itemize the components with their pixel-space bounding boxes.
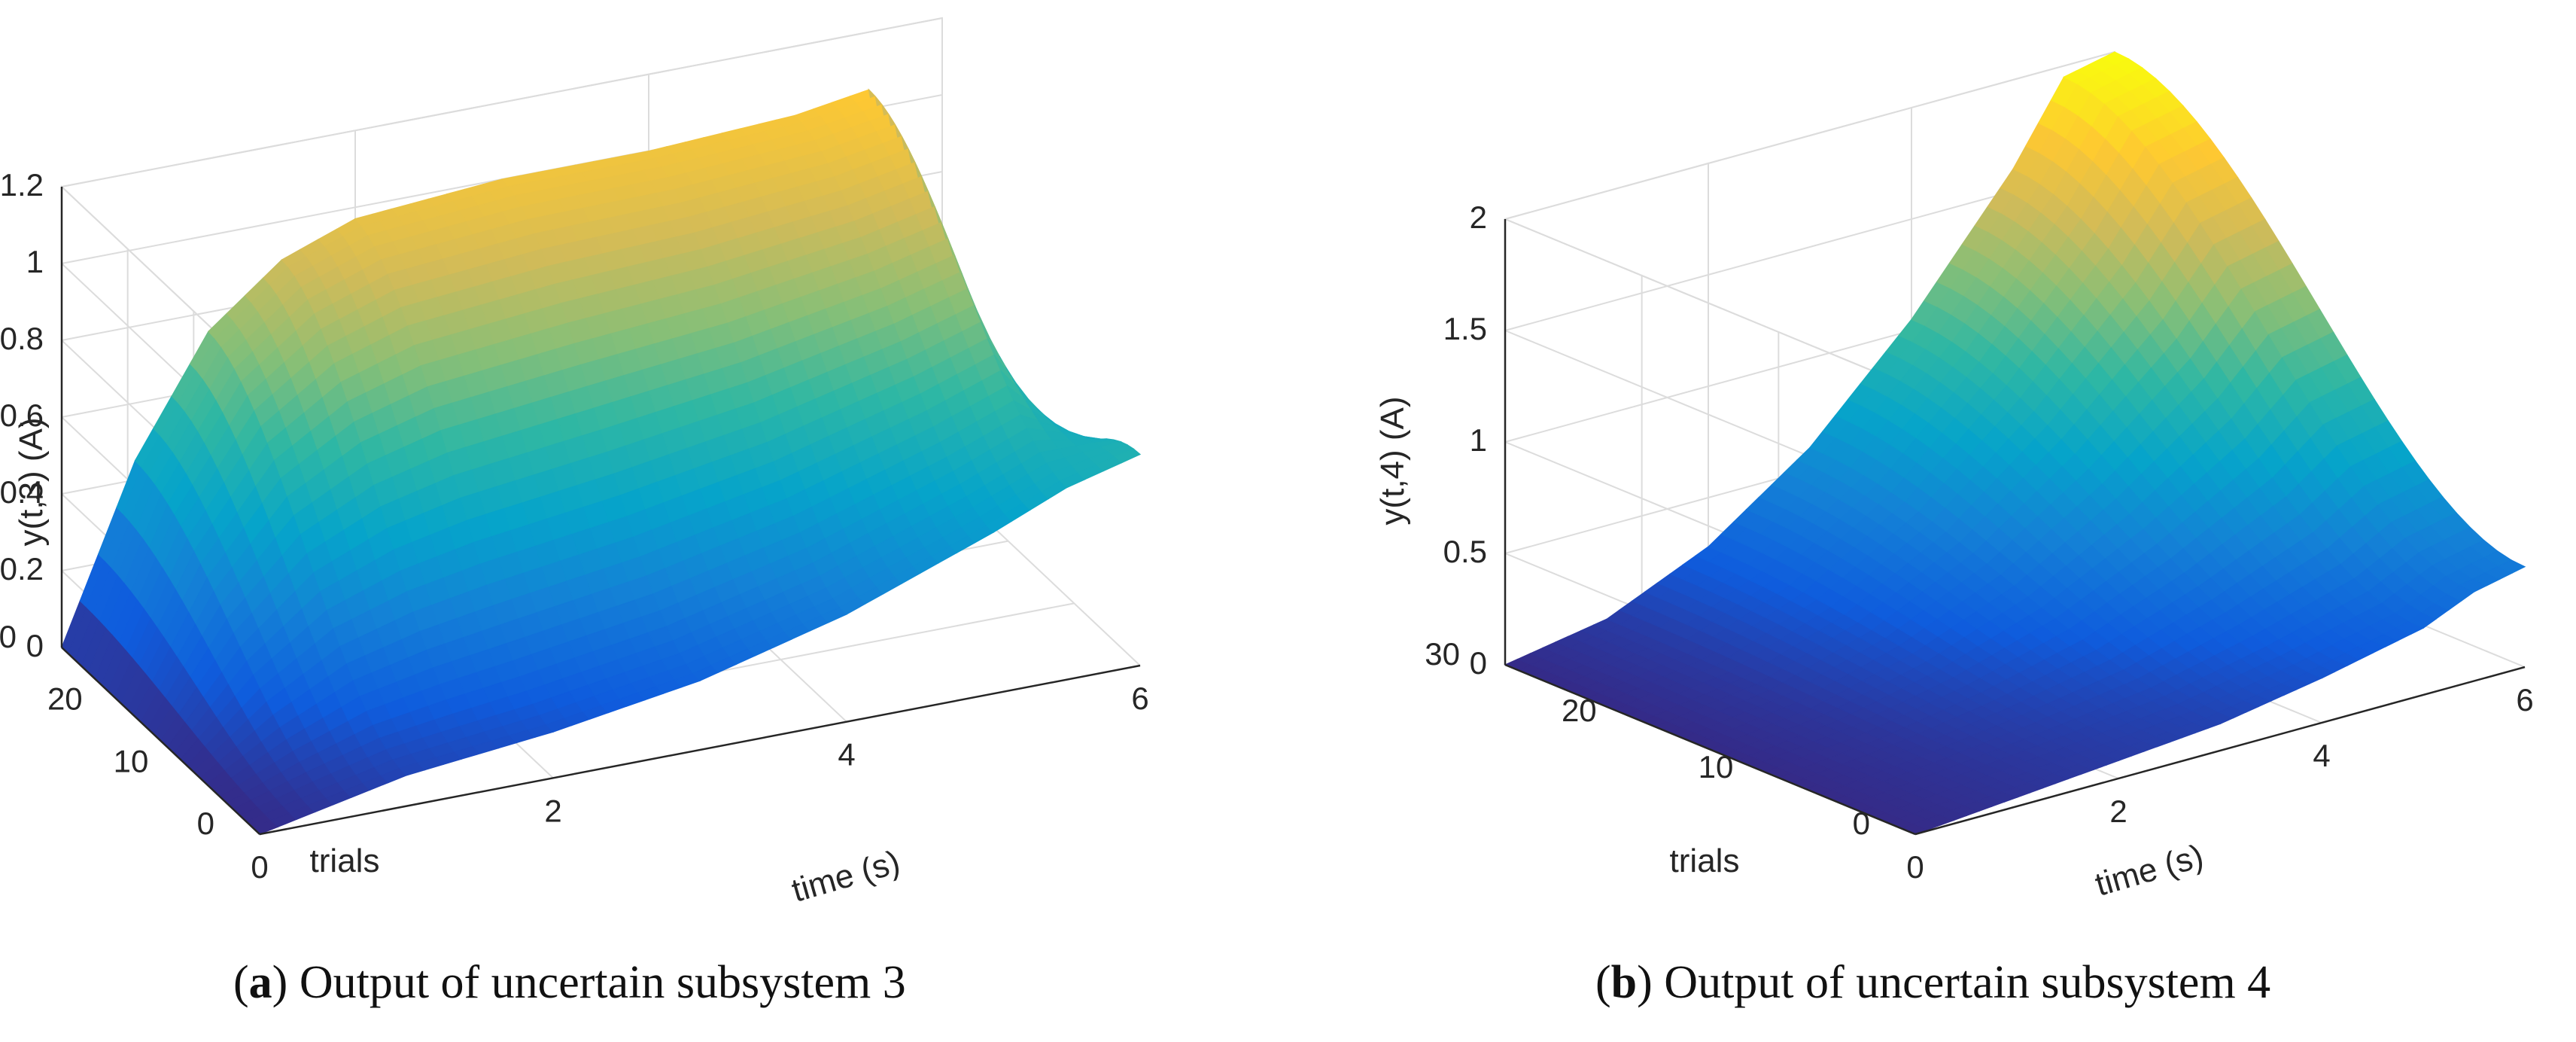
x-tick-label: 6	[2516, 682, 2533, 718]
z-tick-label: 1.2	[0, 167, 44, 203]
z-tick-label: 0.5	[1443, 534, 1487, 569]
y-tick-label: 0	[197, 806, 214, 841]
y-tick-label: 0	[1853, 806, 1870, 841]
panel-a-surface	[61, 88, 1142, 835]
z-gridline	[1504, 51, 2115, 220]
y-tick-label: 30	[0, 619, 17, 654]
x-tick-label: 0	[1906, 849, 1924, 885]
z-tick-label: 1.5	[1443, 311, 1487, 346]
surface-patch	[1114, 448, 1142, 464]
x-tick-label: 0	[251, 849, 268, 885]
z-tick-label: 1	[26, 244, 44, 279]
y-tick-label: 30	[1425, 636, 1460, 672]
y-tick-label: 10	[114, 743, 149, 778]
caption-b-letter: b	[1610, 957, 1638, 1008]
surface-patch	[2497, 559, 2526, 574]
y-axis-label: trials	[1670, 842, 1740, 879]
caption-a-letter: a	[248, 957, 272, 1008]
x-axis-label: time (s)	[788, 843, 904, 909]
panel-a-axes	[60, 187, 1141, 836]
y-tick-label: 20	[47, 681, 83, 717]
z-gridline	[1504, 218, 1916, 389]
x-axis-label: time (s)	[2091, 837, 2207, 903]
x-tick-label: 2	[544, 793, 561, 828]
z-tick-label: 2	[1470, 200, 1487, 235]
y-axis-line	[1504, 663, 1916, 836]
panel-b-tick-labels: 0 2 4 6 0 10 20 30 0 0.5 1 1.5 2	[1425, 200, 2533, 885]
y-tick-label: 20	[1562, 693, 1597, 728]
y-axis-line	[61, 647, 260, 835]
panel-b-surface-chart: 0 2 4 6 0 10 20 30 0 0.5 1 1.5 2 time (s) trials y(t,4)…	[1374, 50, 2534, 903]
panel-b-surface	[1504, 51, 2526, 835]
z-tick-label: 0.4	[0, 474, 44, 510]
z-tick-label: 1	[1470, 422, 1487, 458]
caption-a: (a) Output of uncertain subsystem 3	[233, 957, 906, 1008]
x-tick-label: 2	[2109, 794, 2127, 829]
x-axis-line	[259, 664, 1141, 836]
caption-b-text: Output of uncertain subsystem 4	[1664, 957, 2271, 1008]
panel-a-surface-chart: 0 2 4 6 0 10 20 30 0 0.2 0.4 0.6 0.8 1 1.2 time (s) tria…	[0, 17, 1149, 909]
z-axis-label: y(t,4) (A)	[1374, 396, 1411, 525]
y-tick-label: 10	[1699, 749, 1734, 785]
panel-b-axes	[1504, 219, 2526, 836]
x-tick-label: 4	[2313, 738, 2330, 773]
z-tick-label: 0	[1470, 645, 1487, 681]
x-axis-line	[1915, 666, 2526, 836]
z-tick-label: 0.6	[0, 398, 44, 433]
z-tick-label: 0.8	[0, 321, 44, 356]
z-tick-label: 0.2	[0, 551, 44, 587]
z-gridline	[61, 17, 943, 187]
caption-b: (b) Output of uncertain subsystem 4	[1595, 957, 2271, 1008]
x-tick-label: 4	[838, 737, 855, 772]
y-axis-label: trials	[310, 842, 380, 879]
panel-a-tick-labels: 0 2 4 6 0 10 20 30 0 0.2 0.4 0.6 0.8 1 1.2	[0, 167, 1149, 885]
z-axis-label: y(t,3) (A)	[13, 417, 50, 546]
z-tick-label: 0	[26, 628, 44, 663]
x-tick-label: 6	[1131, 681, 1148, 716]
caption-a-text: Output of uncertain subsystem 3	[299, 957, 906, 1008]
